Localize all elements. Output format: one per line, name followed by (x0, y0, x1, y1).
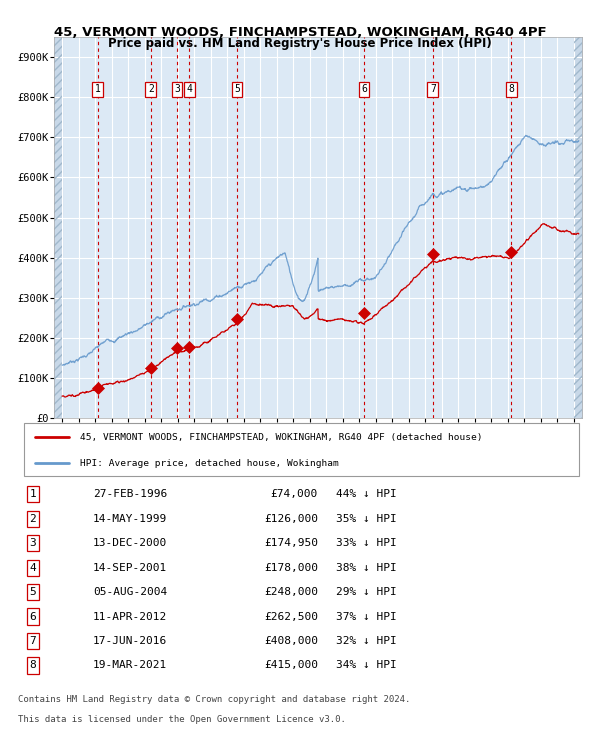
Text: This data is licensed under the Open Government Licence v3.0.: This data is licensed under the Open Gov… (18, 715, 346, 724)
Text: 38% ↓ HPI: 38% ↓ HPI (336, 562, 397, 573)
Text: £174,950: £174,950 (264, 538, 318, 548)
Text: HPI: Average price, detached house, Wokingham: HPI: Average price, detached house, Woki… (80, 459, 338, 468)
Text: 4: 4 (187, 84, 193, 94)
Text: 05-AUG-2004: 05-AUG-2004 (93, 587, 167, 597)
Text: 44% ↓ HPI: 44% ↓ HPI (336, 489, 397, 500)
Text: 7: 7 (29, 636, 37, 646)
Text: £248,000: £248,000 (264, 587, 318, 597)
Text: Price paid vs. HM Land Registry's House Price Index (HPI): Price paid vs. HM Land Registry's House … (108, 37, 492, 50)
Text: 8: 8 (29, 660, 37, 670)
Text: 35% ↓ HPI: 35% ↓ HPI (336, 514, 397, 524)
Text: 6: 6 (29, 611, 37, 622)
Text: 3: 3 (174, 84, 180, 94)
Text: 14-SEP-2001: 14-SEP-2001 (93, 562, 167, 573)
Text: 29% ↓ HPI: 29% ↓ HPI (336, 587, 397, 597)
Text: £408,000: £408,000 (264, 636, 318, 646)
Text: £262,500: £262,500 (264, 611, 318, 622)
Text: 45, VERMONT WOODS, FINCHAMPSTEAD, WOKINGHAM, RG40 4PF (detached house): 45, VERMONT WOODS, FINCHAMPSTEAD, WOKING… (80, 433, 482, 442)
Text: 37% ↓ HPI: 37% ↓ HPI (336, 611, 397, 622)
Text: 11-APR-2012: 11-APR-2012 (93, 611, 167, 622)
Text: 2: 2 (29, 514, 37, 524)
Text: Contains HM Land Registry data © Crown copyright and database right 2024.: Contains HM Land Registry data © Crown c… (18, 695, 410, 704)
Text: £126,000: £126,000 (264, 514, 318, 524)
Text: £415,000: £415,000 (264, 660, 318, 670)
Text: 32% ↓ HPI: 32% ↓ HPI (336, 636, 397, 646)
Text: 5: 5 (29, 587, 37, 597)
Text: 6: 6 (361, 84, 367, 94)
Text: 14-MAY-1999: 14-MAY-1999 (93, 514, 167, 524)
Text: 45, VERMONT WOODS, FINCHAMPSTEAD, WOKINGHAM, RG40 4PF: 45, VERMONT WOODS, FINCHAMPSTEAD, WOKING… (53, 26, 547, 39)
Text: 17-JUN-2016: 17-JUN-2016 (93, 636, 167, 646)
Text: 5: 5 (234, 84, 240, 94)
Text: 3: 3 (29, 538, 37, 548)
Text: £74,000: £74,000 (271, 489, 318, 500)
Text: 33% ↓ HPI: 33% ↓ HPI (336, 538, 397, 548)
Text: 1: 1 (95, 84, 101, 94)
Text: 34% ↓ HPI: 34% ↓ HPI (336, 660, 397, 670)
Text: 4: 4 (29, 562, 37, 573)
Text: £178,000: £178,000 (264, 562, 318, 573)
Text: 8: 8 (508, 84, 514, 94)
Text: 1: 1 (29, 489, 37, 500)
Text: 13-DEC-2000: 13-DEC-2000 (93, 538, 167, 548)
FancyBboxPatch shape (24, 423, 579, 477)
Text: 27-FEB-1996: 27-FEB-1996 (93, 489, 167, 500)
Text: 19-MAR-2021: 19-MAR-2021 (93, 660, 167, 670)
Text: 7: 7 (430, 84, 436, 94)
Text: 2: 2 (148, 84, 154, 94)
